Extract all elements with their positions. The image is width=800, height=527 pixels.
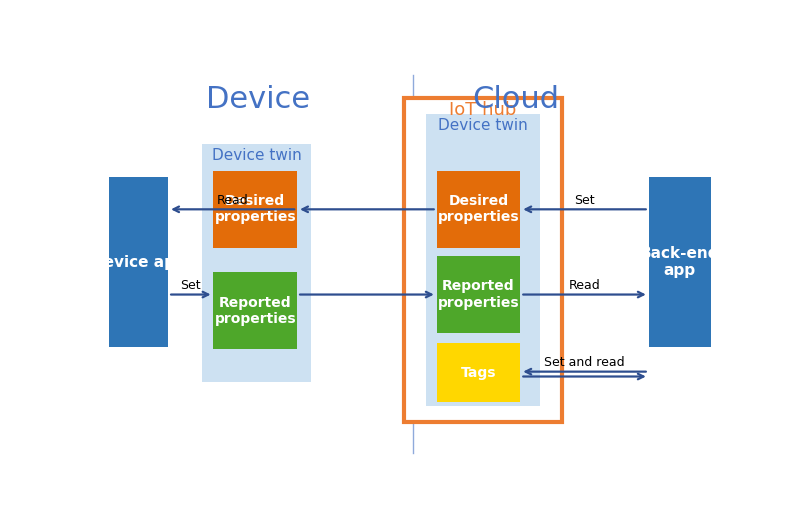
Text: Reported
properties: Reported properties xyxy=(438,279,519,310)
Text: Back-end
app: Back-end app xyxy=(640,246,719,278)
FancyBboxPatch shape xyxy=(649,177,710,347)
FancyBboxPatch shape xyxy=(214,171,297,248)
FancyBboxPatch shape xyxy=(110,177,168,347)
Text: Desired
properties: Desired properties xyxy=(438,194,519,225)
Text: Device twin: Device twin xyxy=(212,148,302,163)
FancyBboxPatch shape xyxy=(437,343,520,402)
Text: Tags: Tags xyxy=(461,366,496,379)
FancyBboxPatch shape xyxy=(214,272,297,349)
Text: Device: Device xyxy=(206,85,310,114)
Text: Reported
properties: Reported properties xyxy=(214,296,296,326)
FancyBboxPatch shape xyxy=(202,144,310,382)
Text: Set: Set xyxy=(181,279,201,292)
Text: Device twin: Device twin xyxy=(438,118,528,133)
Text: Cloud: Cloud xyxy=(472,85,559,114)
Text: Device app: Device app xyxy=(91,255,186,270)
FancyBboxPatch shape xyxy=(404,97,562,422)
Text: IoT hub: IoT hub xyxy=(449,101,517,119)
FancyBboxPatch shape xyxy=(426,114,540,406)
Text: Read: Read xyxy=(217,194,249,207)
FancyBboxPatch shape xyxy=(437,256,520,333)
Text: Set and read: Set and read xyxy=(544,356,625,369)
Text: Desired
properties: Desired properties xyxy=(214,194,296,225)
Text: Read: Read xyxy=(569,279,601,292)
FancyBboxPatch shape xyxy=(437,171,520,248)
Text: Set: Set xyxy=(574,194,595,207)
